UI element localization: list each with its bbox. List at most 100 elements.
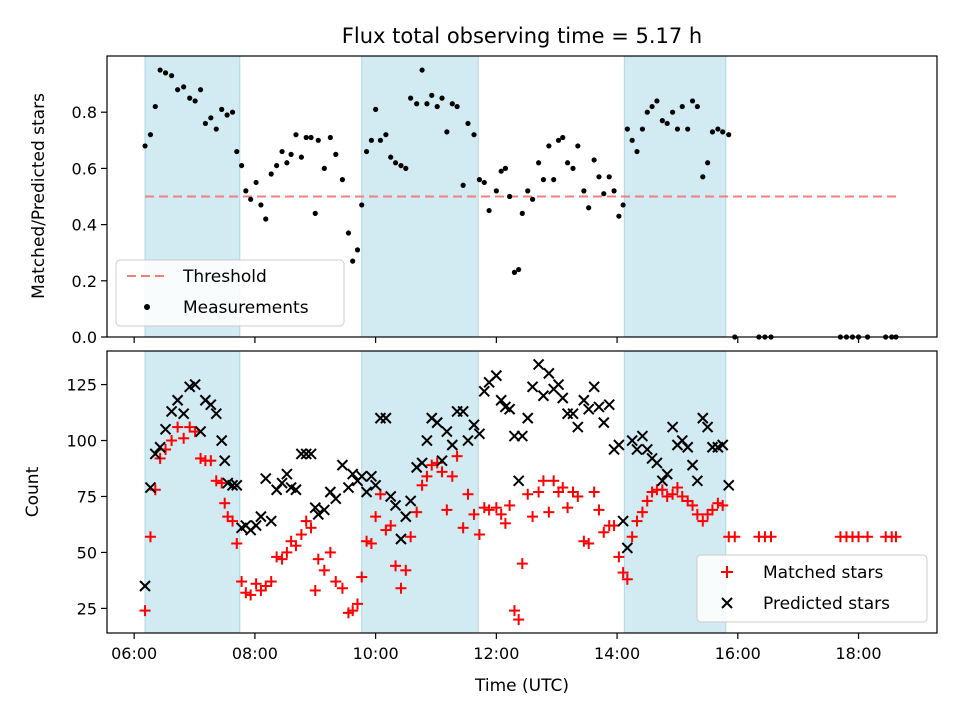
measurements-legend-swatch — [144, 304, 150, 310]
predicted-star-point — [144, 481, 157, 494]
matched-star-point — [691, 508, 703, 520]
matched-star-point — [227, 515, 239, 527]
predicted-star-point — [154, 441, 166, 453]
measurement-point — [471, 132, 477, 138]
matched-star-point — [588, 486, 600, 498]
predicted-star-point — [603, 399, 615, 411]
matched-star-point — [336, 582, 348, 594]
bottom-shaded-interval-2 — [361, 350, 479, 634]
matched-star-point — [578, 535, 590, 547]
matched-star-point — [513, 614, 525, 626]
measurement-point — [449, 101, 455, 107]
measurement-point — [293, 132, 299, 138]
bottom-count-points — [139, 358, 902, 626]
measurement-point — [507, 193, 513, 200]
top-legend-box — [115, 259, 345, 327]
matched-star-point — [537, 475, 549, 487]
measurement-point — [403, 165, 409, 171]
predicted-star-point — [503, 403, 516, 415]
bottom-y-tick-label: 100 — [66, 432, 97, 451]
measurement-point — [243, 188, 249, 194]
measurement-point — [493, 188, 499, 194]
measurement-point — [234, 148, 240, 155]
matched-star-point — [533, 486, 545, 498]
measurement-point — [502, 165, 508, 171]
matched-star-point — [309, 584, 321, 596]
measurement-point — [705, 160, 711, 166]
matched-star-point — [890, 531, 902, 543]
matched-star-point — [557, 482, 569, 494]
predicted-star-point — [617, 515, 629, 527]
predicted-star-point — [552, 378, 565, 391]
predicted-star-point — [468, 419, 480, 431]
predicted-star-point — [385, 490, 397, 503]
matched-star-point — [473, 529, 485, 541]
matched-star-point — [390, 560, 402, 572]
measurement-point — [224, 112, 230, 118]
measurement-point — [359, 202, 365, 208]
measurement-point — [284, 160, 290, 166]
measurement-point — [363, 148, 370, 155]
matched-star-point — [276, 553, 288, 565]
measurement-point — [434, 103, 440, 110]
matched-star-point — [330, 576, 342, 588]
predicted-star-point — [567, 407, 579, 420]
measurement-point — [685, 126, 691, 132]
measurement-point — [274, 162, 280, 169]
measurement-point — [354, 247, 361, 253]
top-y-tick-label: 0.6 — [72, 159, 97, 178]
matched-star-point — [210, 475, 222, 487]
measurement-point — [546, 143, 552, 149]
measurement-point — [152, 103, 158, 110]
measurement-point — [644, 109, 650, 115]
x-axis-label: Time (UTC) — [474, 676, 569, 696]
matched-star-point — [687, 499, 699, 511]
predicted-star-point — [516, 430, 529, 442]
matched-star-point — [468, 508, 480, 520]
measurement-point — [258, 202, 264, 208]
predicted-star-point — [210, 407, 222, 420]
matched-star-point — [862, 531, 874, 543]
predicted-star-point — [651, 457, 663, 469]
measurement-point — [424, 101, 430, 107]
measurement-point — [570, 165, 576, 171]
measurements-legend-label: Measurements — [183, 298, 309, 318]
predicted-star-point — [512, 475, 525, 487]
top-y-tick-label: 0.2 — [72, 272, 97, 291]
measurement-point — [253, 179, 259, 186]
predicted-star-point — [532, 358, 545, 371]
predicted-star-point — [598, 416, 610, 429]
measurement-point — [333, 151, 339, 157]
measurement-point — [726, 132, 732, 138]
matched-star-point — [598, 526, 610, 538]
matched-star-point — [166, 435, 178, 447]
matched-star-point — [400, 564, 412, 576]
predicted-star-point — [226, 479, 239, 491]
matched-star-point — [290, 540, 302, 552]
predicted-star-point — [149, 448, 161, 460]
predicted-star-point — [177, 407, 190, 420]
matched-star-point — [504, 499, 516, 511]
predicted-stars-legend-label: Predicted stars — [763, 594, 890, 614]
predicted-star-point — [441, 425, 453, 438]
matched-star-point — [347, 605, 359, 617]
matched-star-point — [205, 455, 217, 467]
matched-star-point — [583, 537, 595, 549]
measurement-point — [239, 162, 245, 169]
top-y-axis-label: Matched/Predicted stars — [29, 93, 49, 299]
matched-star-point — [416, 479, 428, 491]
predicted-star-point — [436, 454, 448, 467]
predicted-star-point — [404, 495, 417, 507]
predicted-star-point — [723, 479, 735, 491]
measurement-point — [208, 115, 214, 121]
matched-star-point — [499, 517, 511, 529]
measurement-point — [624, 126, 630, 132]
matched-star-point — [667, 488, 679, 500]
matched-star-point — [374, 488, 386, 500]
chart-title: Flux total observing time = 5.17 h — [342, 24, 702, 48]
predicted-star-point — [457, 405, 469, 418]
measurement-point — [529, 196, 536, 202]
matched-star-point — [250, 578, 262, 590]
measurement-point — [327, 134, 333, 141]
matched-star-point — [457, 522, 469, 534]
